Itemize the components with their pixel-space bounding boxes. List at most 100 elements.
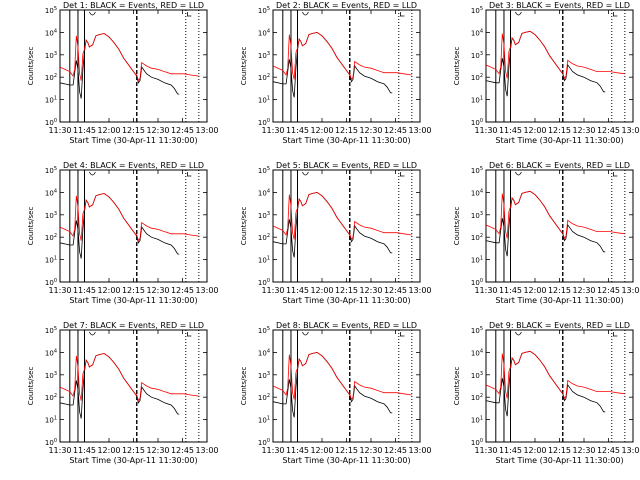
y-tick-label: 101 <box>258 96 270 105</box>
series-lld <box>272 31 412 81</box>
x-tick-label: 11:30 <box>48 446 71 455</box>
y-tick-label: 105 <box>45 166 57 175</box>
y-tick-exponent: 2 <box>54 233 57 239</box>
y-tick-exponent: 1 <box>267 96 270 102</box>
y-tick-exponent: 4 <box>480 28 483 34</box>
x-tick-label: 12:00 <box>97 446 120 455</box>
marker-hook <box>515 171 522 176</box>
x-tick-label: 12:45 <box>171 446 194 455</box>
y-axis-label: Counts/sec <box>240 47 248 86</box>
x-tick-label: 13:00 <box>195 446 218 455</box>
y-tick-label: 101 <box>45 416 57 425</box>
series-lld <box>59 193 199 242</box>
y-tick-label: 100 <box>258 438 270 447</box>
y-tick-label: 102 <box>471 233 483 242</box>
x-tick-label: 13:00 <box>195 126 218 135</box>
x-tick-label: 12:45 <box>597 446 620 455</box>
panel-5: Det 5: BLACK = Events, RED = LLD 11:30 11:… <box>240 161 432 305</box>
y-tick-label: 104 <box>471 348 483 357</box>
x-tick-label: 12:30 <box>146 126 169 135</box>
x-tick-label: 12:45 <box>384 446 407 455</box>
y-tick-label: 104 <box>45 348 57 357</box>
marker-hook <box>302 171 309 176</box>
y-tick-exponent: 5 <box>480 326 483 332</box>
x-tick-label: 12:15 <box>122 286 145 295</box>
y-tick-label: 102 <box>471 393 483 402</box>
marker-hook <box>613 12 618 17</box>
y-tick-exponent: 4 <box>54 28 57 34</box>
marker-hook <box>89 11 96 16</box>
panel-9: Det 9: BLACK = Events, RED = LLD 11:30 11:… <box>453 321 640 465</box>
y-tick-exponent: 3 <box>267 371 270 377</box>
x-tick-label: 13:00 <box>408 446 431 455</box>
x-tick-label: 12:30 <box>359 286 382 295</box>
y-axis-label: Counts/sec <box>453 207 461 246</box>
y-tick-label: 102 <box>45 233 57 242</box>
y-tick-exponent: 0 <box>267 118 270 124</box>
x-tick-label: 12:15 <box>548 446 571 455</box>
series-lld <box>59 33 199 82</box>
y-tick-label: 102 <box>258 233 270 242</box>
y-axis-label: Counts/sec <box>27 47 35 86</box>
y-tick-exponent: 2 <box>267 393 270 399</box>
x-tick-label: 13:00 <box>408 286 431 295</box>
y-tick-exponent: 1 <box>54 416 57 422</box>
y-tick-label: 104 <box>471 28 483 37</box>
marker-hook <box>613 172 618 177</box>
x-tick-label: 12:15 <box>122 446 145 455</box>
y-tick-exponent: 0 <box>267 278 270 284</box>
panel-6: Det 6: BLACK = Events, RED = LLD 11:30 11:… <box>453 161 640 305</box>
y-tick-exponent: 5 <box>480 166 483 172</box>
y-tick-label: 100 <box>471 118 483 127</box>
x-axis-label: Start Time (30-Apr-11 11:30:00) <box>282 456 410 465</box>
y-tick-exponent: 1 <box>54 96 57 102</box>
series-lld <box>272 191 412 241</box>
y-tick-exponent: 5 <box>480 6 483 12</box>
x-tick-label: 12:15 <box>335 286 358 295</box>
y-tick-label: 100 <box>471 278 483 287</box>
y-tick-label: 105 <box>471 326 483 335</box>
y-tick-label: 100 <box>258 278 270 287</box>
panel-4: Det 4: BLACK = Events, RED = LLD 11:30 11:… <box>27 161 219 305</box>
x-tick-label: 12:15 <box>335 126 358 135</box>
y-tick-label: 103 <box>258 211 270 220</box>
marker-hook <box>515 11 522 16</box>
x-axis-label: Start Time (30-Apr-11 11:30:00) <box>69 456 197 465</box>
y-tick-label: 103 <box>471 51 483 60</box>
x-tick-label: 12:45 <box>171 126 194 135</box>
y-tick-label: 102 <box>45 73 57 82</box>
x-tick-label: 12:45 <box>171 286 194 295</box>
marker-hook <box>187 172 192 177</box>
x-tick-label: 11:45 <box>499 286 522 295</box>
y-tick-exponent: 5 <box>54 326 57 332</box>
x-tick-label: 12:00 <box>310 126 333 135</box>
y-axis-label: Counts/sec <box>27 367 35 406</box>
x-tick-label: 12:00 <box>97 126 120 135</box>
x-tick-label: 12:45 <box>384 126 407 135</box>
x-tick-label: 13:00 <box>408 126 431 135</box>
x-tick-label: 11:45 <box>286 286 309 295</box>
y-tick-label: 103 <box>258 51 270 60</box>
marker-hook <box>302 11 309 16</box>
y-tick-exponent: 5 <box>267 6 270 12</box>
y-tick-label: 102 <box>45 393 57 402</box>
x-tick-label: 12:00 <box>310 446 333 455</box>
y-axis-label: Counts/sec <box>240 207 248 246</box>
y-tick-label: 104 <box>258 28 270 37</box>
x-tick-label: 13:00 <box>621 286 640 295</box>
y-tick-exponent: 0 <box>54 278 57 284</box>
x-tick-label: 11:45 <box>73 286 96 295</box>
y-axis-label: Counts/sec <box>453 47 461 86</box>
y-tick-exponent: 5 <box>54 6 57 12</box>
y-tick-label: 101 <box>258 256 270 265</box>
x-axis-label: Start Time (30-Apr-11 11:30:00) <box>69 136 197 145</box>
y-tick-label: 103 <box>45 371 57 380</box>
panel-1: Det 1: BLACK = Events, RED = LLD 11:30 11:… <box>27 1 219 145</box>
y-tick-exponent: 4 <box>267 348 270 354</box>
y-tick-label: 105 <box>258 6 270 15</box>
y-axis-label: Counts/sec <box>453 367 461 406</box>
y-tick-label: 105 <box>258 166 270 175</box>
y-tick-exponent: 3 <box>267 51 270 57</box>
series-lld <box>485 190 625 240</box>
x-tick-label: 12:30 <box>359 446 382 455</box>
